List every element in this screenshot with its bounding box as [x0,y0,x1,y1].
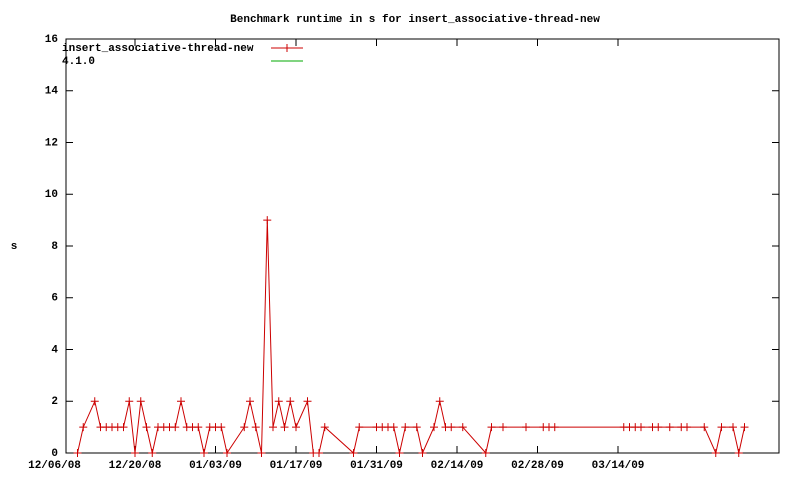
point-marker [740,423,749,432]
point-marker [263,216,272,225]
point-marker [487,423,496,432]
point-marker [499,423,507,432]
point-marker [395,449,404,457]
point-marker [315,449,323,457]
point-marker [418,449,427,457]
point-marker [223,449,231,457]
point-marker [522,423,530,432]
point-marker [389,423,398,432]
x-tick-label: 12/20/08 [109,460,162,472]
point-marker [355,423,364,432]
y-tick-label: 2 [51,396,58,408]
point-marker [217,423,226,432]
x-tick-label: 01/31/09 [350,460,403,472]
point-marker [125,397,134,406]
y-tick-label: 8 [51,241,58,253]
point-marker [401,423,410,432]
legend-marker [283,44,291,52]
point-marker [412,423,421,432]
y-tick-label: 14 [45,86,59,98]
point-marker [637,423,645,432]
y-tick-label: 12 [45,137,58,149]
point-marker [447,423,456,432]
x-tick-label: 12/06/08 [28,460,81,472]
point-marker [734,449,743,457]
point-marker [79,423,88,432]
y-tick-label: 4 [51,344,58,356]
point-marker [131,449,139,457]
x-tick-label: 01/03/09 [189,460,242,472]
legend-label: insert_associative-thread-new [62,43,254,55]
point-marker [73,449,82,457]
x-tick-label: 01/17/09 [270,460,323,472]
x-tick-label: 02/14/09 [431,460,484,472]
point-marker [683,423,691,432]
point-marker [142,423,151,432]
point-marker [729,423,737,432]
point-marker [654,423,663,432]
point-marker [717,423,726,432]
point-marker [303,397,312,406]
point-marker [481,449,490,457]
point-marker [292,423,300,432]
y-tick-label: 0 [51,448,58,460]
point-marker [257,449,266,457]
point-marker [280,423,289,432]
point-marker [349,449,358,457]
chart-title: Benchmark runtime in s for insert_associ… [230,14,600,26]
point-marker [148,449,157,457]
point-marker [274,397,283,406]
legend-label: 4.1.0 [62,56,95,68]
y-tick-label: 6 [51,293,58,305]
point-marker [240,423,249,432]
point-marker [246,397,254,406]
x-tick-label: 03/14/09 [592,460,645,472]
y-tick-label: 16 [45,34,58,46]
point-marker [251,423,260,432]
point-marker [136,397,145,406]
point-marker [171,423,180,432]
point-marker [286,397,295,406]
y-tick-label: 10 [45,189,58,201]
point-marker [90,397,99,406]
point-marker [711,449,720,457]
point-marker [269,423,277,432]
point-marker [665,423,674,432]
point-marker [320,423,329,432]
point-marker [119,423,128,432]
point-marker [550,423,559,432]
point-marker [430,423,438,432]
point-marker [435,397,444,406]
y-axis-label: s [11,241,18,253]
point-marker [700,423,709,432]
point-marker [194,423,203,432]
point-marker [458,423,467,432]
point-marker [177,397,185,406]
point-marker [200,449,208,457]
x-tick-label: 02/28/09 [511,460,564,472]
